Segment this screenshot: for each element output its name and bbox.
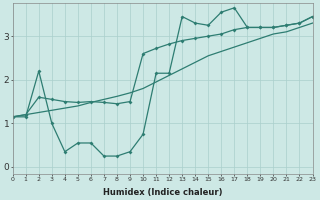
X-axis label: Humidex (Indice chaleur): Humidex (Indice chaleur) <box>103 188 222 197</box>
